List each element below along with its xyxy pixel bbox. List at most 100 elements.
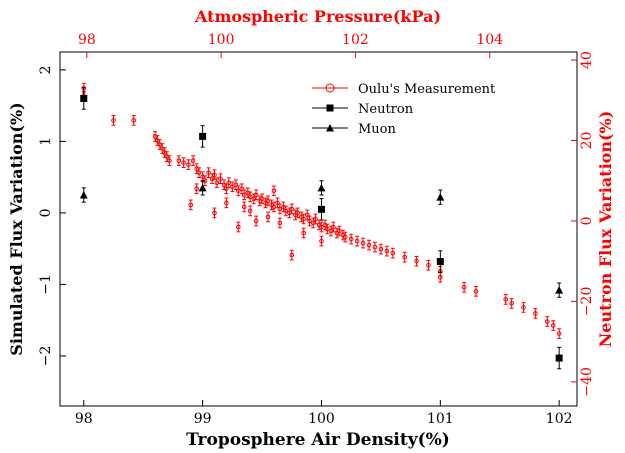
oulu-point (281, 204, 286, 210)
x-axis-title: Troposphere Air Density(%) (186, 430, 450, 450)
oulu-point (235, 224, 241, 230)
oulu-point (190, 158, 196, 163)
legend-neutron-label: Neutron (358, 102, 414, 117)
y2-axis-ticks: 40 20 0 −20 −40 (571, 51, 595, 397)
oulu-point (152, 134, 158, 139)
oulu-point (265, 198, 271, 204)
oulu-point (271, 204, 277, 210)
oulu-point (206, 170, 211, 175)
oulu-point (214, 180, 220, 186)
legend: Oulu's Measurement Neutron Muon (312, 82, 496, 137)
oulu-point (194, 166, 199, 171)
x2-tick-label: 102 (342, 32, 369, 48)
x2-axis-title: Atmospheric Pressure(kPa) (194, 7, 441, 26)
oulu-point (186, 162, 191, 167)
oulu-point (247, 194, 253, 200)
oulu-point (473, 289, 479, 294)
oulu-point (342, 234, 348, 240)
y2-tick-label: 40 (579, 51, 595, 69)
neutron-point (317, 205, 325, 213)
oulu-point (295, 210, 301, 216)
oulu-point (301, 216, 306, 222)
oulu-point (277, 220, 283, 226)
oulu-point (328, 228, 334, 234)
data-marks (79, 82, 564, 370)
oulu-point (521, 305, 526, 310)
oulu-point (331, 224, 336, 230)
neutron-point (199, 132, 207, 140)
oulu-point (221, 182, 227, 188)
x2-tick-label: 100 (208, 32, 235, 48)
oulu-point (164, 154, 170, 159)
muon-point (79, 191, 88, 199)
x-tick-label: 101 (427, 411, 454, 427)
oulu-point (239, 186, 245, 192)
oulu-point (289, 252, 295, 258)
oulu-point (253, 192, 259, 198)
oulu-point (247, 208, 253, 214)
oulu-point (188, 202, 194, 208)
y-tick-label: 0 (38, 208, 54, 217)
oulu-point (212, 172, 217, 177)
oulu-point (176, 158, 182, 163)
oulu-point (426, 262, 431, 268)
oulu-point (259, 196, 265, 202)
y-tick-label: 2 (38, 65, 54, 74)
y2-axis-title: Neutron Flux Variation(%) (596, 111, 615, 348)
oulu-point (503, 297, 508, 302)
plot-frame (59, 51, 578, 407)
oulu-point (233, 182, 239, 188)
oulu-point (322, 222, 328, 228)
oulu-point (313, 216, 318, 222)
oulu-point (265, 214, 271, 220)
neutron-point (80, 94, 88, 102)
oulu-point (402, 254, 407, 260)
oulu-point (360, 240, 366, 246)
oulu-point (111, 118, 116, 123)
oulu-point (277, 206, 283, 212)
oulu-point (224, 186, 229, 192)
oulu-point (131, 118, 136, 123)
oulu-point (287, 210, 292, 216)
x2-tick-label: 98 (78, 32, 96, 48)
x-tick-label: 99 (194, 411, 212, 427)
y2-tick-label: 20 (579, 132, 595, 150)
y-tick-label: 1 (38, 137, 54, 146)
oulu-point (461, 285, 467, 290)
x-tick-label: 98 (75, 411, 93, 427)
oulu-point (304, 212, 310, 218)
oulu-point (271, 188, 277, 194)
oulu-point (289, 206, 295, 212)
legend-muon-marker (326, 124, 334, 132)
oulu-point (310, 220, 316, 226)
oulu-point (414, 258, 419, 264)
oulu-point (200, 174, 205, 180)
x2-axis-ticks: 98 100 102 104 (78, 32, 503, 58)
oulu-point (348, 236, 354, 242)
oulu-point (218, 176, 223, 182)
y2-tick-label: 0 (579, 216, 595, 225)
legend-oulu-label: Oulu's Measurement (358, 82, 496, 97)
oulu-point (533, 311, 538, 316)
oulu-point (230, 184, 235, 190)
oulu-point (556, 331, 562, 336)
legend-muon-label: Muon (358, 122, 397, 137)
oulu-point (378, 246, 384, 252)
oulu-point (196, 170, 202, 175)
oulu-point (325, 226, 330, 232)
oulu-point (336, 228, 342, 234)
oulu-point (372, 244, 378, 250)
oulu-point (550, 323, 556, 328)
oulu-point (544, 319, 550, 324)
muon-point (317, 183, 326, 192)
oulu-point (194, 186, 199, 192)
y-tick-label: −1 (38, 274, 54, 295)
x2-tick-label: 104 (476, 32, 503, 48)
oulu-point (390, 250, 396, 256)
legend-neutron-marker (326, 104, 334, 112)
x-axis-ticks: 98 99 100 101 102 (75, 400, 573, 427)
y2-tick-label: −20 (579, 287, 595, 317)
oulu-point (283, 208, 289, 214)
oulu-point (319, 224, 324, 230)
oulu-point (384, 248, 390, 254)
